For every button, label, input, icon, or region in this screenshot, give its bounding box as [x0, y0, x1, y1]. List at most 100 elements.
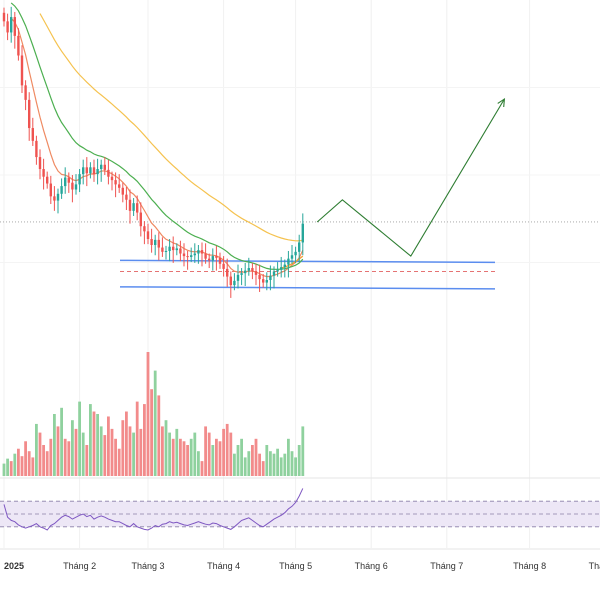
support-line — [119, 286, 496, 290]
candle-body — [290, 255, 294, 259]
candle-body — [298, 242, 301, 252]
volume-bar — [27, 451, 31, 476]
candle-body — [179, 248, 182, 254]
volume-bar — [35, 423, 38, 476]
x-tick-label: Tháng 4 — [207, 561, 240, 571]
candle-body — [182, 253, 186, 257]
volume-bar — [135, 401, 139, 476]
projection-path — [316, 97, 506, 257]
candle-body — [6, 21, 9, 33]
volume-bar — [2, 463, 6, 476]
candle-body — [56, 193, 60, 201]
candle-body — [38, 157, 42, 170]
volume-bar — [179, 438, 182, 476]
volume-bar — [276, 448, 279, 476]
candle-body — [276, 269, 279, 272]
volume-bar — [279, 457, 283, 476]
volume-bar — [207, 432, 211, 476]
candle-body — [100, 164, 103, 170]
candle-body — [110, 176, 114, 181]
candle-body — [157, 239, 160, 248]
volume-bar — [251, 445, 254, 476]
volume-bar — [60, 407, 63, 476]
volume-bar — [222, 428, 225, 476]
candlesticks — [2, 6, 304, 298]
candle-body — [215, 256, 218, 258]
volume-bar — [13, 453, 17, 476]
volume-bar — [157, 395, 161, 476]
candle-body — [71, 182, 74, 190]
candle-body — [35, 140, 38, 158]
volume-bar — [132, 432, 135, 476]
volume-bar — [49, 438, 53, 476]
volume-bar — [17, 448, 20, 476]
candle-body — [161, 247, 164, 252]
x-tick-label: Tháng 9 — [589, 561, 600, 571]
volume-bar — [182, 441, 186, 476]
volume-bar — [294, 457, 297, 476]
candle-body — [229, 276, 232, 286]
candle-body — [186, 256, 189, 258]
volume-bar — [186, 445, 189, 476]
rsi-panel — [0, 488, 600, 531]
volume-bar — [45, 451, 49, 476]
candle-body — [175, 248, 178, 251]
moving-averages — [10, 2, 304, 278]
x-tick-label: Tháng 8 — [513, 561, 546, 571]
volume-bar — [96, 414, 99, 476]
candle-body — [136, 203, 139, 213]
volume-bar — [117, 448, 121, 476]
candle-body — [172, 246, 175, 251]
ema-short-line — [10, 17, 304, 278]
candle-body — [53, 196, 56, 201]
candle-body — [17, 35, 20, 56]
candle-body — [64, 177, 67, 187]
candle-body — [118, 184, 121, 188]
volume-bar — [38, 432, 42, 476]
candle-body — [211, 256, 214, 261]
volume-bar — [240, 438, 243, 476]
candle-body — [31, 128, 34, 141]
volume-bar — [258, 453, 261, 476]
volume-bar — [107, 416, 110, 476]
volume-bar — [290, 451, 294, 476]
candle-body — [200, 250, 204, 254]
volume-bar — [175, 428, 179, 476]
volume-bar — [171, 438, 175, 476]
volume-bar — [297, 445, 301, 476]
volume-bar — [78, 401, 81, 476]
candle-body — [150, 239, 153, 245]
volume-bar — [110, 428, 114, 476]
x-tick-label: Tháng 6 — [355, 561, 388, 571]
candle-body — [265, 280, 268, 283]
volume-bar — [125, 411, 128, 476]
ema-long-line — [39, 13, 303, 242]
volume-bar — [287, 438, 290, 476]
volume-bar — [139, 428, 143, 476]
candle-body — [168, 246, 171, 251]
volume-bar — [168, 432, 171, 476]
candle-body — [247, 268, 250, 271]
candle-body — [96, 169, 99, 175]
candle-body — [154, 239, 157, 245]
volume-bar — [236, 445, 240, 476]
volume-bar — [243, 457, 247, 476]
candle-body — [42, 169, 45, 177]
volume-bar — [301, 426, 305, 476]
volume-bar — [211, 445, 215, 476]
volume-bar — [103, 435, 107, 476]
volume-bar — [161, 426, 164, 476]
volume-bar — [92, 411, 96, 476]
candle-body — [125, 194, 128, 200]
candle-body — [74, 184, 78, 190]
candle-body — [20, 55, 24, 86]
candle-body — [128, 199, 132, 211]
projection-arrowhead — [497, 97, 506, 108]
volume-bar — [215, 438, 218, 476]
candle-body — [258, 274, 261, 280]
candle-body — [208, 258, 211, 261]
volume-bar — [164, 420, 168, 476]
candle-body — [24, 85, 27, 100]
